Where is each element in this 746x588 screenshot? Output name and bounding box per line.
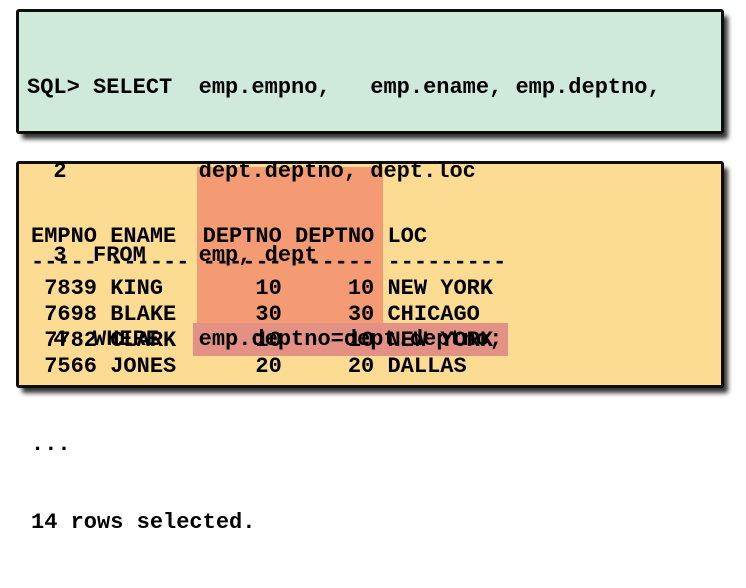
deptno-columns-highlight bbox=[196, 167, 384, 333]
sql-query-code: SQL> SELECT emp.empno, emp.ename, emp.de… bbox=[27, 18, 721, 410]
result-separator-line: ----- ------ ------ ------ --------- bbox=[31, 250, 507, 275]
sql-line-from: 3 FROM emp, dept bbox=[27, 243, 318, 268]
result-output: EMPNO ENAME DEPTNO DEPTNO LOC ----- -----… bbox=[31, 172, 721, 588]
result-ellipsis: ... bbox=[31, 432, 71, 457]
sql-line-select: SQL> SELECT emp.empno, emp.ename, emp.de… bbox=[27, 75, 661, 100]
sql-line-select-cont: 2 dept.deptno, dept.loc bbox=[27, 159, 476, 184]
result-footer: 14 rows selected. bbox=[31, 510, 256, 535]
join-condition-highlight: emp.deptno=dept.deptno; bbox=[192, 323, 509, 356]
result-table-lines: EMPNO ENAME DEPTNO DEPTNO LOC ----- -----… bbox=[31, 224, 721, 380]
query-result-box: EMPNO ENAME DEPTNO DEPTNO LOC ----- -----… bbox=[16, 161, 724, 535]
result-row: 7698 BLAKE 30 30 CHICAGO bbox=[31, 302, 480, 327]
result-row: 7782 CLARK 10 10 NEW YORK bbox=[31, 328, 494, 353]
result-row: 7839 KING 10 10 NEW YORK bbox=[31, 276, 494, 301]
sql-where-prefix: 4 WHERE bbox=[27, 327, 199, 352]
result-header-line: EMPNO ENAME DEPTNO DEPTNO LOC bbox=[31, 224, 428, 249]
sql-query-box: SQL> SELECT emp.empno, emp.ename, emp.de… bbox=[16, 9, 724, 356]
sql-line-where: 4 WHERE emp.deptno=dept.deptno; bbox=[27, 323, 721, 356]
result-row: 7566 JONES 20 20 DALLAS bbox=[31, 354, 467, 379]
